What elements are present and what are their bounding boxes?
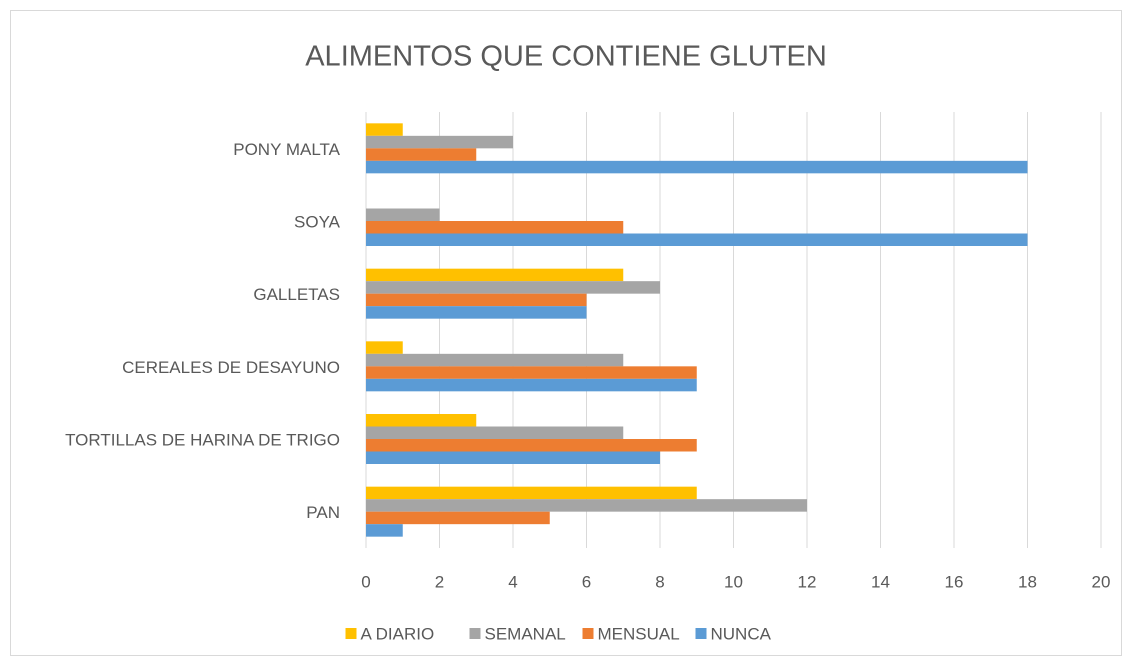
bar [366, 281, 660, 294]
bar [366, 268, 624, 282]
chart-frame [10, 10, 1122, 656]
bar [366, 160, 1028, 174]
x-tick-label: 2 [435, 572, 444, 591]
x-tick-label: 14 [871, 572, 890, 591]
bar [366, 123, 403, 136]
y-tick-label: PAN [306, 503, 340, 522]
legend-swatch [695, 628, 707, 639]
legend-label: SEMANAL [485, 624, 566, 643]
bar [366, 221, 624, 234]
bar [366, 378, 697, 392]
chart-title: ALIMENTOS QUE CONTIENE GLUTEN [305, 41, 827, 73]
legend-label: MENSUAL [598, 624, 680, 643]
bar [366, 499, 807, 512]
x-tick-label: 8 [655, 572, 664, 591]
x-tick-label: 12 [798, 572, 817, 591]
legend-swatch [469, 628, 481, 639]
bar [366, 511, 550, 525]
legend-swatch [582, 628, 594, 639]
x-tick-label: 10 [724, 572, 743, 591]
bar [366, 353, 624, 367]
x-tick-label: 18 [1018, 572, 1037, 591]
x-tick-label: 0 [361, 572, 370, 591]
y-tick-label: PONY MALTA [233, 140, 340, 159]
bar [366, 486, 697, 500]
bar [366, 135, 513, 149]
bar [366, 306, 587, 319]
x-tick-label: 4 [508, 572, 517, 591]
y-tick-label: SOYA [294, 212, 341, 231]
bar [366, 366, 697, 379]
legend-label: NUNCA [711, 624, 772, 643]
x-tick-label: 20 [1092, 572, 1111, 591]
bar [366, 148, 477, 161]
y-tick-label: TORTILLAS DE HARINA DE TRIGO [65, 430, 340, 449]
x-tick-label: 16 [945, 572, 964, 591]
bar [366, 451, 660, 464]
bar [366, 208, 440, 221]
y-tick-label: GALLETAS [253, 285, 340, 304]
bar [366, 293, 587, 307]
legend-swatch [345, 628, 357, 639]
bar [366, 233, 1028, 246]
bar [366, 414, 477, 427]
bar [366, 524, 403, 537]
bar [366, 341, 403, 354]
bar [366, 439, 697, 452]
bar [366, 426, 624, 439]
x-tick-label: 6 [582, 572, 591, 591]
y-tick-label: CEREALES DE DESAYUNO [122, 358, 340, 377]
legend-label: A DIARIO [361, 624, 435, 643]
